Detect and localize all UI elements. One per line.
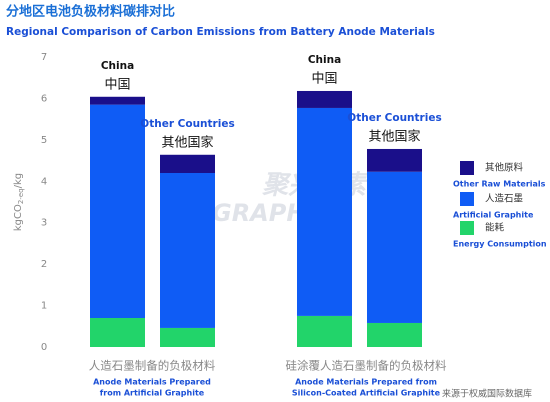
group-label-en: Anode Materials Prepared from bbox=[295, 378, 437, 387]
y-tick-label: 4 bbox=[41, 176, 47, 187]
legend-label-en: Energy Consumption bbox=[453, 240, 547, 249]
y-tick-label: 7 bbox=[41, 52, 47, 63]
y-label-part: kgCO bbox=[13, 204, 24, 231]
bar-segment bbox=[160, 154, 215, 173]
bar-label-en: Other Countries bbox=[347, 112, 441, 124]
y-label-part: 2-eq bbox=[17, 188, 25, 204]
bar-segment bbox=[160, 327, 215, 347]
bar-label-zh: 其他国家 bbox=[368, 128, 420, 144]
source-note: 来源于权威国际数据库 bbox=[442, 388, 532, 400]
y-tick-label: 5 bbox=[41, 135, 47, 146]
bar-segment bbox=[367, 322, 422, 347]
group-label: 硅涂覆人造石墨制备的负极材料 bbox=[286, 359, 447, 373]
group-label-en: from Artificial Graphite bbox=[100, 389, 205, 398]
bar-segment bbox=[297, 315, 352, 347]
chart-subtitle: Regional Comparison of Carbon Emissions … bbox=[6, 26, 435, 38]
bar-segment bbox=[160, 173, 215, 328]
y-tick-label: 3 bbox=[41, 218, 47, 229]
legend-swatch bbox=[460, 221, 474, 235]
legend-label: 其他原料 bbox=[485, 162, 524, 174]
legend-label-en: Artificial Graphite bbox=[453, 211, 534, 220]
y-tick-label: 2 bbox=[41, 259, 47, 270]
y-label-part: /kg bbox=[13, 173, 24, 189]
bar-label-en: China bbox=[308, 54, 341, 66]
bar-label-zh: 中国 bbox=[104, 77, 130, 92]
group-label-en: Silicon-Coated Artificial Graphite bbox=[292, 389, 441, 398]
bar-label-en: Other Countries bbox=[140, 118, 234, 130]
bar-label-zh: 其他国家 bbox=[161, 134, 213, 150]
group-label-en: Anode Materials Prepared bbox=[93, 378, 211, 387]
y-tick-label: 1 bbox=[41, 301, 47, 312]
legend-label: 人造石墨 bbox=[485, 193, 524, 205]
bar-segment bbox=[367, 148, 422, 172]
bar-segment bbox=[90, 96, 145, 105]
legend-swatch bbox=[460, 192, 474, 206]
bar-segment bbox=[297, 107, 352, 316]
chart-title: 分地区电池负极材料碳排对比 bbox=[6, 4, 175, 20]
bar-segment bbox=[297, 90, 352, 108]
y-tick-label: 6 bbox=[41, 93, 47, 104]
bar-label-en: China bbox=[101, 60, 134, 72]
legend-swatch bbox=[460, 161, 474, 175]
bar-segment bbox=[90, 318, 145, 347]
bar-segment bbox=[367, 171, 422, 323]
legend-label: 能耗 bbox=[485, 222, 505, 234]
bar-label-zh: 中国 bbox=[311, 71, 337, 86]
legend-label-en: Other Raw Materials bbox=[453, 180, 546, 189]
y-axis-label: kgCO2-eq/kg bbox=[13, 173, 25, 231]
group-label: 人造石墨制备的负极材料 bbox=[89, 359, 216, 373]
bar-segment bbox=[90, 104, 145, 319]
y-tick-label: 0 bbox=[41, 342, 47, 353]
